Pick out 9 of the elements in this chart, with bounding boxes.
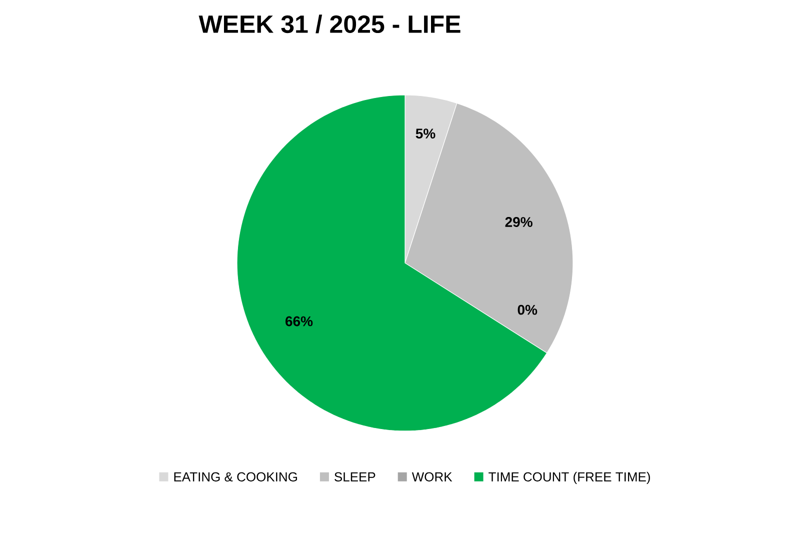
text: 0% [518, 304, 538, 315]
data-label: 29% [505, 217, 532, 227]
legend-label: SLEEP [334, 472, 376, 482]
legend-label: WORK [412, 472, 452, 482]
data-label: 5% [416, 128, 436, 138]
legend-label: EATING & COOKING [174, 472, 297, 482]
chart-title: WEEK 31 / 2025 - LIFE [198, 14, 460, 34]
data-label: 66% [286, 316, 313, 326]
legend-label: TIME COUNT (FREE TIME) [488, 472, 650, 484]
